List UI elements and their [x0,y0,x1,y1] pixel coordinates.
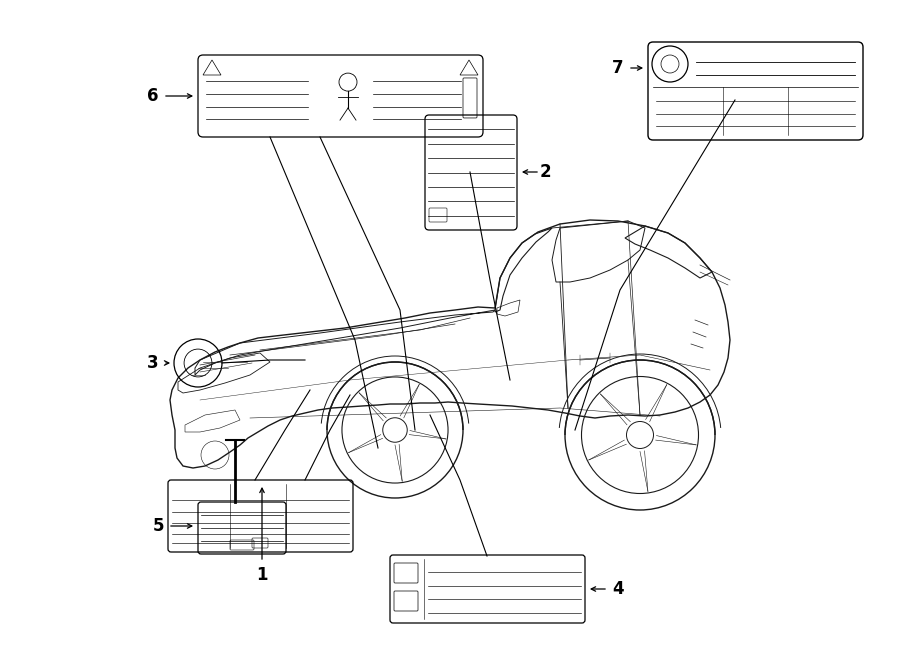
Text: 3: 3 [148,354,158,372]
Text: 1: 1 [256,566,268,584]
Text: 5: 5 [152,517,164,535]
Text: 7: 7 [612,59,624,77]
Text: 4: 4 [612,580,624,598]
Text: 6: 6 [148,87,158,105]
Text: 2: 2 [539,163,551,181]
